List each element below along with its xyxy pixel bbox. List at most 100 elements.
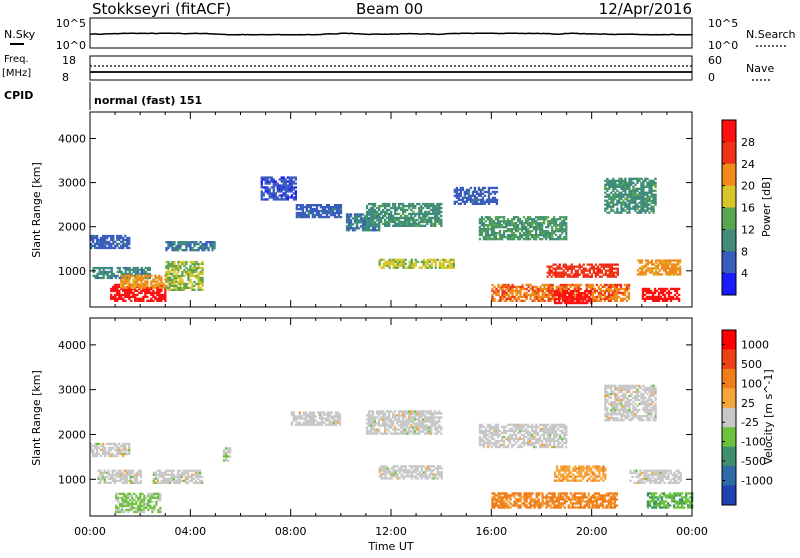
power-cell (594, 288, 596, 290)
power-cell (578, 286, 580, 288)
power-cell (550, 288, 552, 290)
velocity-cell (297, 422, 299, 424)
power-cell (440, 221, 442, 223)
power-cell (675, 267, 677, 269)
power-cell (557, 236, 559, 238)
velocity-cell (537, 442, 539, 444)
power-cell (564, 286, 566, 288)
power-cell (177, 245, 179, 247)
power-cell (628, 294, 630, 296)
velocity-cell (138, 482, 140, 484)
power-cell (596, 284, 598, 286)
power-cell (532, 292, 534, 294)
power-cell (169, 271, 171, 273)
power-cell (632, 182, 634, 184)
power-cell (638, 178, 640, 180)
velocity-cell (117, 507, 119, 509)
power-cell (539, 238, 541, 240)
power-cell (509, 234, 511, 236)
power-cell (608, 296, 610, 298)
velocity-cell (114, 470, 116, 472)
power-cell (132, 292, 134, 294)
power-cell (642, 198, 644, 200)
velocity-cell (98, 447, 100, 449)
power-cell (146, 288, 148, 290)
velocity-cell (155, 474, 157, 476)
power-cell (541, 234, 543, 236)
power-cell (126, 275, 128, 277)
power-cell (557, 230, 559, 232)
power-cell (135, 267, 137, 269)
power-cell (422, 207, 424, 209)
power-cell (173, 249, 175, 251)
power-cell (289, 178, 291, 180)
velocity-cell (189, 480, 191, 482)
power-cell (158, 300, 160, 302)
power-cell (535, 234, 537, 236)
velocity-cell (124, 470, 126, 472)
velocity-cell (128, 472, 130, 474)
power-cell (535, 232, 537, 234)
power-cell (273, 182, 275, 184)
velocity-cell (374, 430, 376, 432)
power-cell (550, 294, 552, 296)
velocity-cell (112, 453, 114, 455)
velocity-cell (535, 424, 537, 426)
velocity-cell (416, 426, 418, 428)
power-cell (177, 289, 179, 291)
power-cell (354, 227, 356, 229)
power-cell (193, 265, 195, 267)
velocity-cell (378, 420, 380, 422)
velocity-cell (485, 432, 487, 434)
power-cell (513, 286, 515, 288)
power-cell (136, 285, 138, 287)
velocity-cell (416, 412, 418, 414)
power-cell (533, 236, 535, 238)
velocity-cell (104, 478, 106, 480)
power-cell (179, 261, 181, 263)
velocity-cell (185, 476, 187, 478)
power-cell (412, 207, 414, 209)
power-cell (604, 186, 606, 188)
power-cell (106, 237, 108, 239)
power-cell (171, 261, 173, 263)
power-cell (160, 294, 162, 296)
power-cell (613, 272, 615, 274)
velocity-cell (305, 411, 307, 413)
power-cell (144, 296, 146, 298)
velocity-cell (321, 422, 323, 424)
power-cell (491, 228, 493, 230)
power-cell (187, 271, 189, 273)
power-cell (100, 237, 102, 239)
power-cell (487, 234, 489, 236)
power-cell (427, 263, 429, 265)
velocity-cell (427, 475, 429, 477)
power-cell (612, 194, 614, 196)
velocity-cell (395, 469, 397, 471)
velocity-cell (529, 442, 531, 444)
power-cell (407, 267, 409, 269)
power-cell (515, 286, 517, 288)
velocity-cell (135, 511, 137, 513)
power-cell (392, 207, 394, 209)
velocity-cell (485, 436, 487, 438)
power-cell (322, 206, 324, 208)
velocity-cell (323, 417, 325, 419)
velocity-cell (481, 440, 483, 442)
power-cell (401, 261, 403, 263)
power-cell (389, 263, 391, 265)
velocity-cell (413, 475, 415, 477)
power-cell (293, 198, 295, 200)
power-cell (532, 294, 534, 296)
power-cell (177, 271, 179, 273)
velocity-cell (408, 422, 410, 424)
power-cell (622, 298, 624, 300)
velocity-cell (535, 432, 537, 434)
velocity-cell (187, 482, 189, 484)
power-cell (608, 194, 610, 196)
power-cell (628, 184, 630, 186)
power-cell (521, 220, 523, 222)
power-cell (376, 217, 378, 219)
power-cell (118, 292, 120, 294)
